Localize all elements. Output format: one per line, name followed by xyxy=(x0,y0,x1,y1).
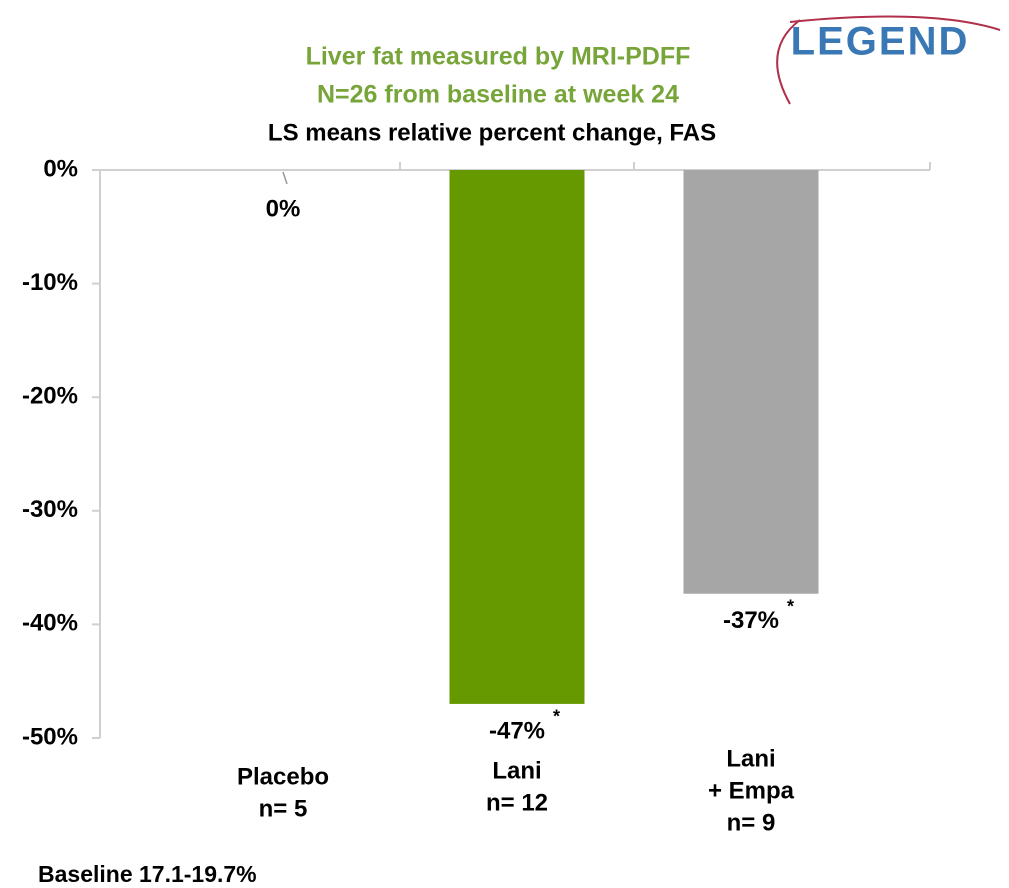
chart-title: N=26 from baseline at week 24 xyxy=(317,81,679,109)
chart-subtitle: LS means relative percent change, FAS xyxy=(268,119,716,146)
leader-line xyxy=(282,171,288,185)
value-label: 0% xyxy=(266,195,301,222)
bar xyxy=(449,170,585,704)
x-tick-label: n= 12 xyxy=(486,789,548,816)
y-tick-label: -20% xyxy=(22,383,78,410)
x-tick-label: Lani xyxy=(492,757,541,784)
x-tick-label: Placebo xyxy=(237,763,329,790)
value-label: -37% xyxy=(723,607,779,634)
y-tick-label: -10% xyxy=(22,269,78,296)
y-tick-label: -40% xyxy=(22,610,78,637)
chart-title: Liver fat measured by MRI-PDFF xyxy=(306,43,691,71)
x-tick-label: + Empa xyxy=(708,777,795,804)
logo-swoosh xyxy=(776,15,1001,105)
x-tick-label: n= 9 xyxy=(727,809,776,836)
y-tick-label: -50% xyxy=(22,723,78,750)
footnote: Baseline 17.1-19.7% xyxy=(38,861,257,887)
bar xyxy=(683,170,819,594)
value-label: -47% xyxy=(489,717,545,744)
x-tick-label: Lani xyxy=(726,745,775,772)
significance-mark: * xyxy=(787,596,794,616)
y-tick-label: 0% xyxy=(43,155,78,182)
y-tick-label: -30% xyxy=(22,496,78,523)
significance-mark: * xyxy=(553,707,560,727)
logo: LEGEND xyxy=(791,20,970,64)
x-tick-label: n= 5 xyxy=(259,795,308,822)
